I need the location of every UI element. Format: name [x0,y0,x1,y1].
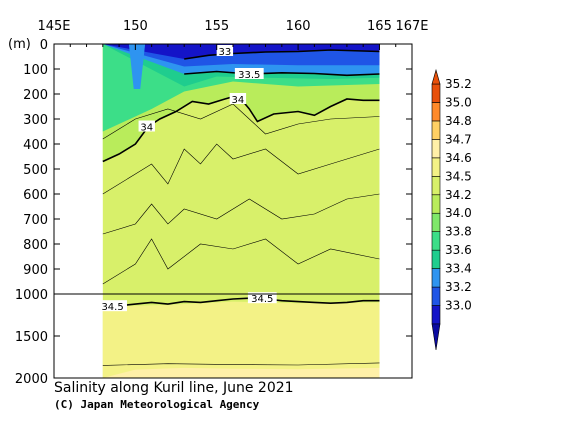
x-tick-label-2: 155 [204,19,229,34]
colorbar: 35.2 35.0 34.8 34.7 34.6 34.5 34.2 34.0 33.8 33.6… [431,68,472,351]
colorbar-label-11: 33.2 [445,280,472,294]
colorbar-swatch-7 [431,176,441,196]
svg-text:34: 34 [232,95,245,106]
thick-contour-s33_5 [184,70,380,77]
contour-label-3: 34 [138,120,155,134]
fill-band-34_6 [102,301,380,378]
y-tick-label-3: 300 [23,113,48,128]
colorbar-swatch-2 [431,268,441,288]
colorbar-swatch-12 [431,83,441,103]
colorbar-label-0: 35.2 [445,77,472,91]
colorbar-swatch-10 [431,120,441,140]
svg-text:33.5: 33.5 [238,70,260,81]
chart-title: Salinity along Kuril line, June 2021 [54,380,294,396]
contour-label-4: 34.5 [247,292,277,305]
svg-text:34.5: 34.5 [251,294,273,305]
colorbar-label-10: 33.4 [445,262,472,276]
colorbar-label-9: 33.6 [445,243,472,257]
colorbar-swatch-8 [431,157,441,177]
contour-label-2: 34 [229,93,247,106]
y-tick-label-12: 2000 [15,372,48,387]
contour-label-layer: 33 33.5 34 34 34.5 34.5 [98,45,277,313]
y-tick-label-9: 900 [23,263,48,278]
colorbar-label-4: 34.6 [445,151,472,165]
thin-contour-1 [102,193,380,235]
colorbar-swatch-0 [431,305,441,325]
colorbar-label-1: 35.0 [445,95,472,109]
colorbar-label-2: 34.8 [445,114,472,128]
x-tick-label-4: 165 [367,19,392,34]
colorbar-swatch-4 [431,231,441,251]
colorbar-label-3: 34.7 [445,132,472,146]
y-tick-label-4: 400 [23,138,48,153]
fresh-plume-fill [128,44,146,89]
chart-credit: (C) Japan Meteorological Agency [54,398,260,411]
contour-label-5: 34.5 [98,300,127,313]
y-tick-label-10: 1000 [15,288,48,303]
y-tick-label-0: 0 [40,38,48,53]
y-tick-label-1: 100 [23,63,48,78]
x-tick-label-3: 160 [286,19,311,34]
colorbar-label-8: 33.8 [445,225,472,239]
thin-contour-3 [102,362,380,366]
x-axis: 145E 150 155 160 165 167E [37,19,429,50]
colorbar-label-5: 34.5 [445,169,472,183]
colorbar-swatch-11 [431,102,441,122]
y-axis-unit: (m) [8,37,31,52]
contour-label-0: 33 [216,45,234,58]
colorbar-swatch-5 [431,212,441,232]
fill-band-34_7 [102,367,380,378]
thin-contour-2 [102,238,380,285]
colorbar-swatch-3 [431,249,441,269]
x-tick-label-5: 167E [395,19,428,34]
thick-contour-s33 [184,49,380,60]
colorbar-swatch-1 [431,286,441,306]
y-axis: 0 100 200 300 400 500 600 700 800 900 1000 1500 2000 [15,38,412,387]
colorbar-label-6: 34.2 [445,188,472,202]
x-tick-label-0: 145E [37,19,70,34]
y-tick-label-6: 600 [23,188,48,203]
y-tick-label-2: 200 [23,88,48,103]
x-tick-label-1: 150 [123,19,148,34]
y-tick-label-7: 700 [23,213,48,228]
colorbar-top-arrow [431,68,441,85]
y-tick-label-8: 800 [23,238,48,253]
thick-contour-s34_5 [102,297,380,307]
contour-label-1: 33.5 [234,68,264,81]
thin-contour-0 [102,143,380,195]
y-tick-label-11: 1500 [15,330,48,345]
colorbar-swatch-9 [431,139,441,159]
y-tick-label-5: 500 [23,163,48,178]
colorbar-bottom-arrow [431,323,441,351]
colorbar-label-12: 33.0 [445,299,472,313]
svg-text:34: 34 [140,123,153,134]
colorbar-label-7: 34.0 [445,206,472,220]
svg-text:34.5: 34.5 [101,302,123,313]
fill-band-33_0 [102,44,380,59]
colorbar-swatch-6 [431,194,441,214]
svg-text:33: 33 [218,47,231,58]
